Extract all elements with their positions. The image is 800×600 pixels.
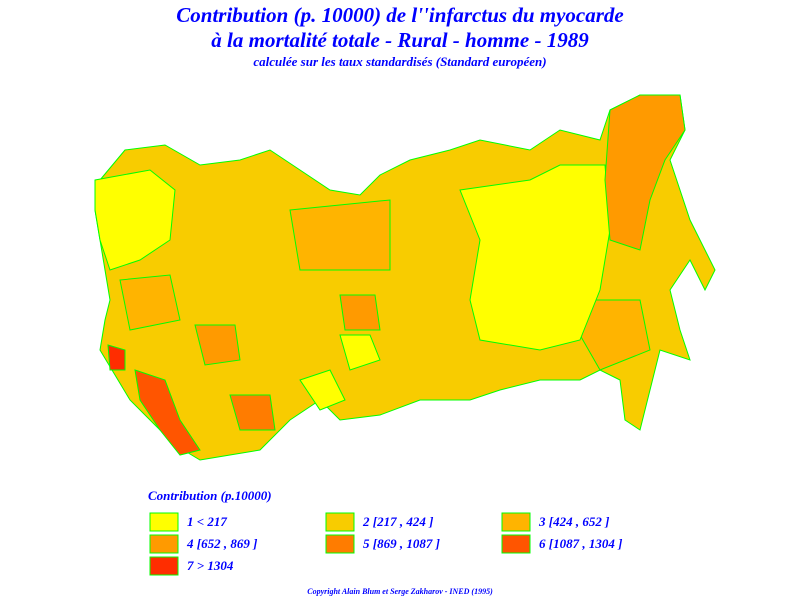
legend-label: 4 [652 , 869 ] [186, 536, 257, 551]
legend-swatch [501, 512, 531, 532]
region [299, 369, 346, 411]
legend-swatch [149, 534, 179, 554]
legend-swatch [325, 534, 355, 554]
legend-label: 6 [1087 , 1304 ] [539, 536, 622, 551]
region [119, 274, 181, 331]
legend: Contribution (p.10000) 1 < 217 2 [217 , 4… [148, 488, 622, 576]
title: à la mortalité totale - Rural - homme - … [211, 28, 589, 52]
map [94, 94, 716, 461]
legend-swatch [501, 534, 531, 554]
region [289, 199, 391, 271]
legend-label: 1 < 217 [187, 514, 227, 529]
legend-swatch [325, 512, 355, 532]
region [339, 294, 381, 331]
title: Contribution (p. 10000) de l''infarctus … [176, 3, 623, 27]
legend-label: 7 > 1304 [187, 558, 234, 573]
region [107, 344, 126, 371]
region [339, 334, 381, 371]
region [229, 394, 276, 431]
legend-label: 5 [869 , 1087 ] [363, 536, 440, 551]
legend-label: 3 [424 , 652 ] [538, 514, 609, 529]
subtitle: calculée sur les taux standardisés (Stan… [253, 54, 546, 69]
region [604, 94, 686, 251]
region [134, 369, 201, 456]
region [94, 169, 176, 271]
region [459, 164, 611, 351]
legend-swatch [149, 556, 179, 576]
region [194, 324, 241, 366]
legend-label: 2 [217 , 424 ] [362, 514, 433, 529]
legend-title: Contribution (p.10000) [148, 488, 272, 503]
legend-swatch [149, 512, 179, 532]
copyright: Copyright Alain Blum et Serge Zakharov -… [307, 587, 493, 596]
